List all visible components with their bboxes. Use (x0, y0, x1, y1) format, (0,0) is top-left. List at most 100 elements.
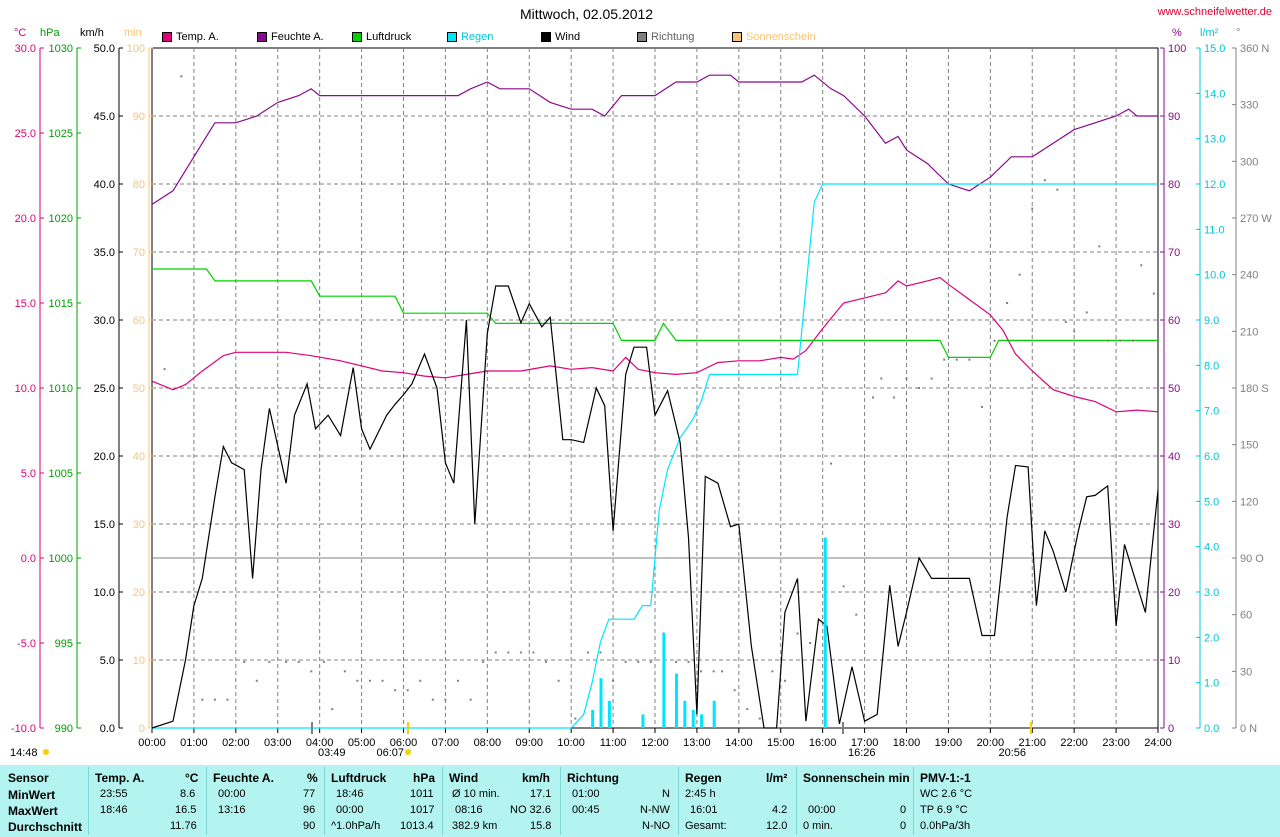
press-trend: ^1.0hPa/h (331, 820, 380, 832)
rain-total-label: Gesamt: (685, 820, 727, 832)
direction-point (470, 699, 472, 701)
temp-tick-label: 10.0 (15, 383, 36, 395)
wind-tick-label: 45.0 (94, 111, 115, 123)
direction-point (721, 670, 723, 672)
hum-min: 77 (303, 788, 315, 800)
sun-total: 0 (900, 820, 906, 832)
direction-point (880, 378, 882, 380)
temp-unit-header: °C (185, 771, 198, 785)
temp-min: 8.6 (180, 788, 195, 800)
rain-bar (675, 674, 678, 728)
direction-point (201, 699, 203, 701)
rain-tick-label: 5.0 (1204, 496, 1219, 508)
chart-canvas: 00:00 01:00 02:00 03:00 04:00 05:00 06:00 07:00… (0, 0, 1280, 765)
direction-point (1006, 302, 1008, 304)
direction-tick-label: 300 (1240, 156, 1258, 168)
rain-bar (591, 710, 594, 728)
humidity-tick-label: 10 (1168, 655, 1180, 667)
direction-point (797, 633, 799, 635)
sunshine-tick-label: 40 (133, 451, 145, 463)
direction-point (675, 661, 677, 663)
wind-unit-header: km/h (522, 771, 550, 785)
direction-point (344, 670, 346, 672)
direction-point (906, 378, 908, 380)
wind-tick-label: 35.0 (94, 247, 115, 259)
rain-total: 12.0 (766, 820, 787, 832)
humidity-tick-label: 30 (1168, 519, 1180, 531)
direction-point (1086, 311, 1088, 313)
temp-tick-label: 0.0 (21, 553, 36, 565)
legend-direction: Richtung (637, 31, 694, 43)
rain-duration: 2:45 h (685, 788, 716, 800)
direction-point (1107, 340, 1109, 342)
hum-header: Feuchte A. (213, 771, 274, 785)
x-tick-label: 05:00 (348, 737, 376, 749)
press-min-time: 18:46 (336, 788, 364, 800)
direction-point (495, 651, 497, 653)
x-tick-label: 08:00 (474, 737, 502, 749)
direction-point (444, 699, 446, 701)
rain-tick-label: 14.0 (1204, 88, 1225, 100)
sunshine-tick-label: 20 (133, 587, 145, 599)
x-tick-label: 01:00 (180, 737, 208, 749)
legend-pressure: Luftdruck (352, 31, 411, 43)
rain-tick-label: 13.0 (1204, 134, 1225, 146)
sunshine-tick-label: 30 (133, 519, 145, 531)
pressure-tick-label: 1015 (49, 298, 73, 310)
rain-tick-label: 9.0 (1204, 315, 1219, 327)
direction-point (407, 689, 409, 691)
wind-min-label: Ø 10 min. (452, 788, 500, 800)
hum-max: 96 (303, 804, 315, 816)
direction-tick-label: 90 O (1240, 553, 1264, 565)
sunshine-tick-label: 50 (133, 383, 145, 395)
temp-max: 16.5 (175, 804, 196, 816)
rain-tick-label: 7.0 (1204, 406, 1219, 418)
x-tick-label: 09:00 (515, 737, 543, 749)
pmv-dewpoint: TP 6.9 °C (920, 804, 968, 816)
direction-point (968, 359, 970, 361)
sunshine-tick-label: 10 (133, 655, 145, 667)
direction-tick-label: 270 W (1240, 213, 1272, 225)
temp-tick-label: -10.0 (11, 723, 36, 735)
direction-point (872, 396, 874, 398)
press-max-time: 00:00 (336, 804, 364, 816)
sun-max-time: 00:00 (808, 804, 836, 816)
sun-icon (43, 749, 49, 755)
direction-point (600, 651, 602, 653)
humidity-tick-label: 0 (1168, 723, 1174, 735)
timeline-sunset: 20:56 (998, 747, 1026, 759)
humidity-tick-label: 90 (1168, 111, 1180, 123)
rain-tick-label: 11.0 (1204, 224, 1225, 236)
direction-point (809, 642, 811, 644)
wind-max-time: 08:16 (455, 804, 483, 816)
direction-point (943, 359, 945, 361)
humidity-tick-label: 80 (1168, 179, 1180, 191)
temp-tick-label: -5.0 (17, 638, 36, 650)
direction-point (759, 718, 761, 720)
direction-point (457, 680, 459, 682)
direction-point (784, 680, 786, 682)
dir-max-time: 00:45 (572, 804, 600, 816)
direction-point (394, 689, 396, 691)
direction-point (419, 680, 421, 682)
legend-sunshine: Sonnenschein (732, 31, 816, 43)
wind-tick-label: 5.0 (100, 655, 115, 667)
x-tick-label: 02:00 (222, 737, 250, 749)
site-link[interactable]: www.schneifelwetter.de (1158, 6, 1272, 18)
x-tick-label: 14:00 (725, 737, 753, 749)
direction-point (298, 661, 300, 663)
direction-point (256, 680, 258, 682)
direction-point (243, 661, 245, 663)
sun-total-label: 0 min. (803, 820, 833, 832)
row-label-sensor: Sensor (8, 771, 49, 785)
dir-header: Richtung (567, 771, 619, 785)
direction-point (587, 651, 589, 653)
press-min: 1011 (410, 788, 434, 800)
chart-title: Mittwoch, 02.05.2012 (520, 6, 653, 22)
rain-bar (683, 701, 686, 728)
direction-point (700, 670, 702, 672)
rain-tick-label: 10.0 (1204, 270, 1225, 282)
humidity-tick-label: 70 (1168, 247, 1180, 259)
direction-point (843, 585, 845, 587)
direction-point (855, 614, 857, 616)
